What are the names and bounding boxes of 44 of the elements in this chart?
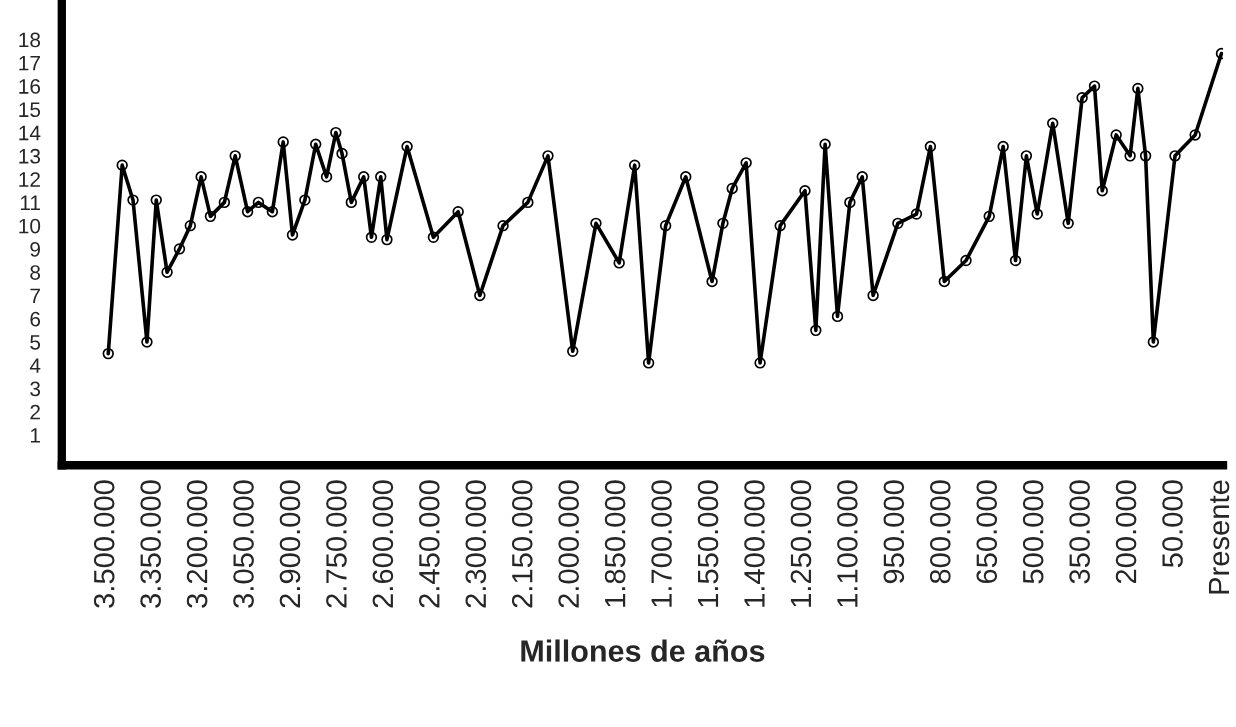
x-tick-label: 950.000 <box>883 480 905 584</box>
x-tick-label: 500.000 <box>1022 480 1044 584</box>
x-tick-label: 1.550.000 <box>697 480 719 607</box>
x-tick-label: 1.250.000 <box>790 480 812 607</box>
x-tick-label: 350.000 <box>1069 480 1090 584</box>
y-tick-label: 11 <box>20 195 40 210</box>
x-tick-label: 3.350.000 <box>140 480 161 608</box>
y-tick-label: 10 <box>19 218 41 234</box>
y-tick-label: 8 <box>30 265 41 280</box>
y-tick-label: 4 <box>29 358 41 373</box>
y-tick-label: 6 <box>30 311 41 327</box>
x-tick-label: 800.000 <box>929 480 951 584</box>
y-tick-label: 15 <box>19 102 41 118</box>
y-tick-label: 2 <box>30 404 40 420</box>
y-tick-label: 9 <box>30 241 40 257</box>
y-tick-label: 7 <box>30 288 40 303</box>
x-tick-label: 1.400.000 <box>744 480 765 607</box>
x-tick-label: Presente <box>1208 480 1230 594</box>
y-tick-label: 18 <box>19 32 41 48</box>
x-tick-label: 3.050.000 <box>233 480 254 608</box>
x-tick-label: 2.900.000 <box>279 480 301 608</box>
y-tick-label: 1 <box>30 428 40 443</box>
x-tick-label: 2.600.000 <box>372 480 394 608</box>
x-tick-label: 2.000.000 <box>558 480 580 608</box>
x-tick-label: 2.750.000 <box>326 480 347 608</box>
x-tick-label: 50.000 <box>1162 480 1183 568</box>
y-tick-label: 17 <box>19 56 40 71</box>
y-tick-label: 3 <box>30 381 41 397</box>
x-tick-label: 2.450.000 <box>419 480 440 608</box>
y-tick-label: 13 <box>19 148 41 164</box>
x-tick-label: 3.200.000 <box>186 480 208 608</box>
y-tick-label: 5 <box>30 335 41 350</box>
x-tick-label: 1.700.000 <box>651 480 672 607</box>
x-tick-label: 2.300.000 <box>465 480 487 608</box>
x-tick-label: 1.850.000 <box>604 480 626 607</box>
x-tick-label: 1.100.000 <box>837 480 858 607</box>
x-axis-title: Millones de años <box>521 639 765 662</box>
y-tick-label: 12 <box>19 172 40 187</box>
x-tick-label: 3.500.000 <box>93 480 115 608</box>
y-tick-label: 16 <box>19 79 41 94</box>
y-tick-label: 14 <box>19 125 41 141</box>
x-tick-label: 650.000 <box>976 480 998 584</box>
x-tick-label: 2.150.000 <box>511 480 533 608</box>
x-tick-label: 200.000 <box>1115 480 1137 584</box>
